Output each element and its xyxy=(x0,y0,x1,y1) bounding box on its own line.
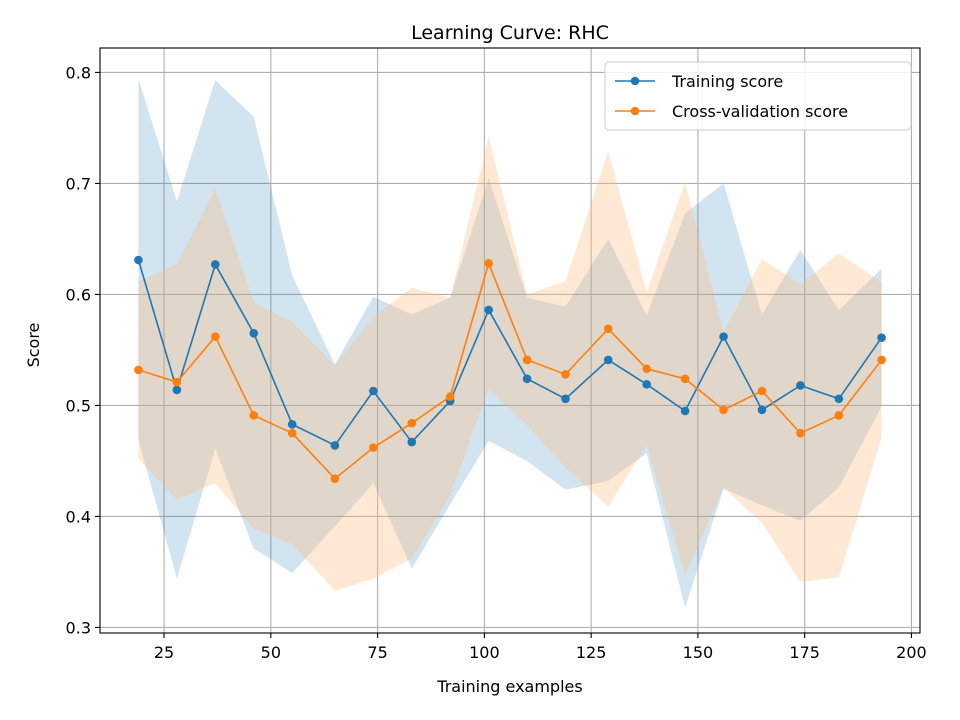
training-score-point xyxy=(796,381,805,390)
x-tick-label: 200 xyxy=(896,643,927,662)
training-score-point xyxy=(407,437,417,447)
training-score-point xyxy=(330,441,340,450)
y-tick-label: 0.4 xyxy=(66,507,91,526)
cv-score-point xyxy=(522,355,532,365)
plot-frame xyxy=(99,47,921,634)
cv-score-point xyxy=(211,332,220,341)
cv-score-point xyxy=(369,443,378,452)
training-score-point xyxy=(287,420,297,429)
y-tick-label: 0.6 xyxy=(66,285,91,304)
cv-score-point xyxy=(561,370,570,379)
training-score-point xyxy=(369,386,378,396)
x-tick-label: 125 xyxy=(576,643,607,662)
cv-score-point xyxy=(484,259,493,268)
legend-training-swatch-marker xyxy=(630,76,640,86)
training-score-line xyxy=(137,259,883,447)
cv-score-point xyxy=(603,324,613,334)
axis-ticks: 25 50 75 100 125 150 175 200 0.3 0.4 0.5 0.6 0.7 0.8 xyxy=(66,63,927,662)
training-score-point xyxy=(877,333,886,343)
cv-score-point xyxy=(287,428,297,438)
training-score-point xyxy=(249,328,259,338)
plot-border xyxy=(99,47,921,634)
x-tick-label: 175 xyxy=(789,643,820,662)
training-score-point xyxy=(522,374,532,384)
training-score-point xyxy=(680,406,690,416)
training-score-point xyxy=(642,380,651,389)
x-tick-label: 75 xyxy=(367,643,387,662)
training-score-point xyxy=(134,255,143,265)
y-tick-label: 0.7 xyxy=(66,174,91,193)
training-score-point xyxy=(561,394,570,404)
cv-score-point xyxy=(796,428,805,438)
cv-score-band xyxy=(138,136,882,591)
cv-score-point xyxy=(330,474,340,484)
grid xyxy=(100,48,920,633)
training-score-point xyxy=(834,394,844,404)
series-lines xyxy=(134,255,886,484)
cv-score-point xyxy=(134,365,143,375)
legend-training-label: Training score xyxy=(671,72,783,91)
cv-score-point xyxy=(834,411,844,420)
x-tick-label: 50 xyxy=(261,643,281,662)
legend: Training score Cross-validation score xyxy=(604,61,912,131)
cv-score-point xyxy=(680,374,690,384)
cv-score-point xyxy=(757,386,767,396)
x-tick-label: 100 xyxy=(469,643,500,662)
x-axis-label: Training examples xyxy=(436,677,582,696)
training-score-point xyxy=(211,260,220,269)
training-score-band xyxy=(138,79,882,608)
cv-score-point xyxy=(172,377,182,387)
training-score-point xyxy=(719,332,728,341)
training-score-point xyxy=(757,405,767,415)
cv-score-point xyxy=(249,411,259,420)
cv-score-point xyxy=(407,418,417,428)
legend-box xyxy=(604,61,912,131)
legend-cv-label: Cross-validation score xyxy=(672,102,848,121)
training-score-point xyxy=(172,385,182,395)
legend-cv-swatch-marker xyxy=(630,106,640,116)
x-tick-label: 25 xyxy=(154,643,174,662)
x-tick-label: 150 xyxy=(683,643,714,662)
confidence-bands xyxy=(138,79,882,608)
cv-score-line xyxy=(138,260,883,480)
y-tick-label: 0.5 xyxy=(66,396,91,415)
y-axis-label: Score xyxy=(24,323,43,368)
chart-title: Learning Curve: RHC xyxy=(411,22,609,44)
y-tick-label: 0.8 xyxy=(66,63,91,82)
training-score-point xyxy=(484,305,493,315)
cv-score-point xyxy=(642,364,651,374)
training-score-point xyxy=(603,355,613,365)
cv-score-point xyxy=(445,392,455,401)
cv-score-point xyxy=(719,405,728,415)
cv-score-point xyxy=(877,355,886,365)
y-tick-label: 0.3 xyxy=(66,618,91,637)
